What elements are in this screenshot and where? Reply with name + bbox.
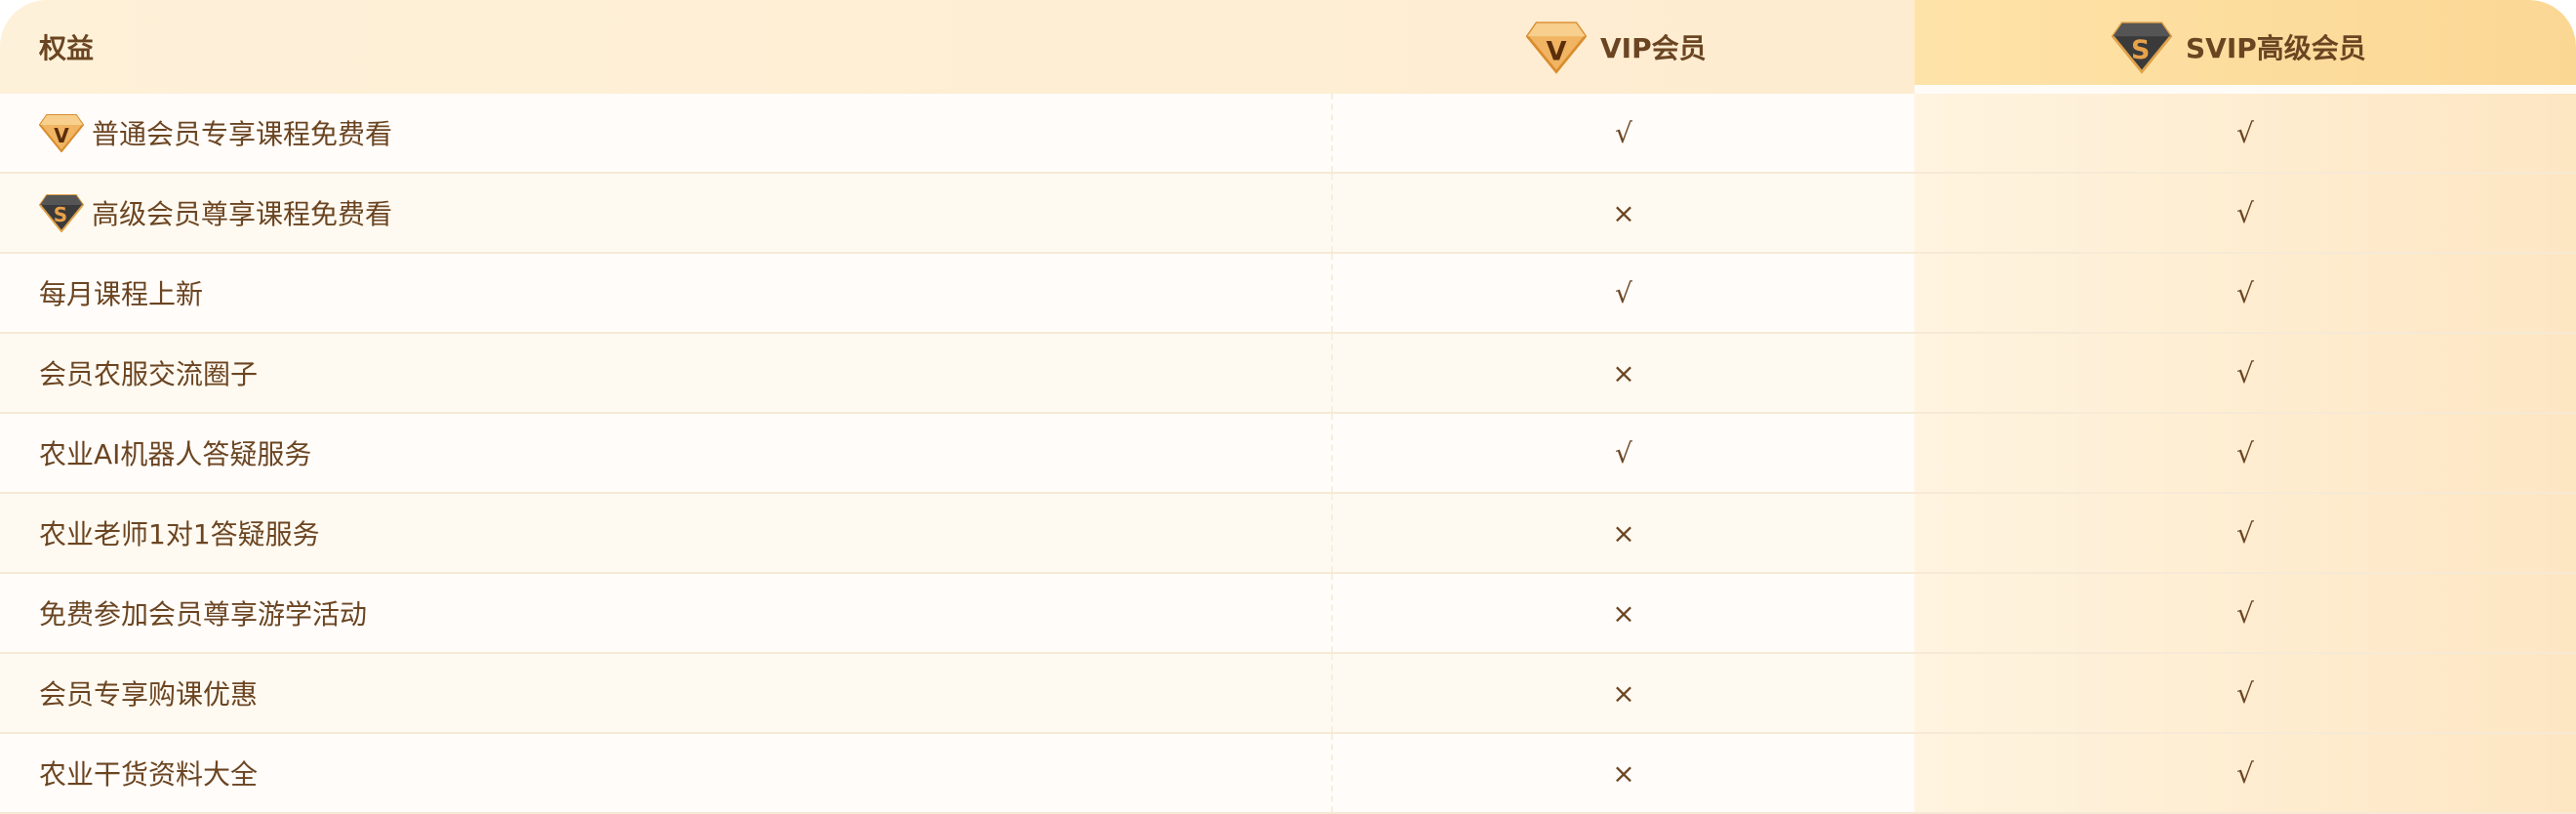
benefit-cell: 农业干货资料大全 [0, 734, 1331, 812]
svip-cell: √ [1914, 94, 2576, 172]
svip-cell: √ [1914, 494, 2576, 572]
svip-cell: √ [1914, 574, 2576, 652]
table-row: 农业老师1对1答疑服务 × √ [0, 494, 2576, 574]
vip-cell: × [1331, 334, 1914, 412]
vip-cell: √ [1331, 94, 1914, 172]
header-svip: S SVIP高级会员 [2112, 0, 2366, 94]
svip-diamond-icon: S [39, 194, 84, 232]
vip-cell: × [1331, 574, 1914, 652]
svg-text:V: V [54, 124, 69, 147]
svip-label: SVIP高级会员 [2186, 32, 2366, 64]
vip-cell: × [1331, 734, 1914, 812]
table-row: 会员专享购课优惠 × √ [0, 654, 2576, 734]
benefit-label: 免费参加会员尊享游学活动 [39, 598, 368, 631]
benefit-cell: 农业AI机器人答疑服务 [0, 414, 1331, 492]
table-row: 免费参加会员尊享游学活动 × √ [0, 574, 2576, 654]
benefit-label: 普通会员专享课程免费看 [92, 118, 393, 150]
benefit-cell: V 普通会员专享课程免费看 [0, 94, 1331, 172]
vip-cell: × [1331, 654, 1914, 732]
svip-diamond-icon: S [2112, 21, 2172, 74]
benefit-label: 会员农服交流圈子 [39, 358, 259, 390]
svg-text:S: S [2131, 35, 2150, 65]
table-row: S 高级会员尊享课程免费看 × √ [0, 174, 2576, 254]
benefit-cell: 会员农服交流圈子 [0, 334, 1331, 412]
svip-cell: √ [1914, 654, 2576, 732]
benefit-label: 农业干货资料大全 [39, 758, 259, 791]
benefit-label: 农业老师1对1答疑服务 [39, 518, 320, 550]
vip-cell: √ [1331, 254, 1914, 332]
svg-text:S: S [54, 203, 67, 226]
svip-header-bg [1914, 0, 2576, 85]
table-row: V 普通会员专享课程免费看 √ √ [0, 94, 2576, 174]
vip-diamond-icon: V [1526, 21, 1587, 74]
benefit-label: 农业AI机器人答疑服务 [39, 438, 312, 470]
table-row: 农业AI机器人答疑服务 √ √ [0, 414, 2576, 494]
svip-cell: √ [1914, 734, 2576, 812]
benefit-cell: 农业老师1对1答疑服务 [0, 494, 1331, 572]
header-benefit: 权益 [39, 32, 95, 64]
vip-cell: √ [1331, 414, 1914, 492]
vip-cell: × [1331, 174, 1914, 252]
benefit-cell: 每月课程上新 [0, 254, 1331, 332]
table-row: 会员农服交流圈子 × √ [0, 334, 2576, 414]
svip-cell: √ [1914, 334, 2576, 412]
table-header [0, 0, 1914, 94]
svip-cell: √ [1914, 174, 2576, 252]
vip-label: VIP会员 [1600, 32, 1707, 64]
vip-diamond-icon: V [39, 114, 84, 152]
svip-cell: √ [1914, 254, 2576, 332]
benefit-label: 高级会员尊享课程免费看 [92, 198, 393, 230]
benefit-cell: 会员专享购课优惠 [0, 654, 1331, 732]
table-row: 每月课程上新 √ √ [0, 254, 2576, 334]
benefit-label: 每月课程上新 [39, 278, 204, 310]
benefit-cell: S 高级会员尊享课程免费看 [0, 174, 1331, 252]
vip-cell: × [1331, 494, 1914, 572]
table-row: 农业干货资料大全 × √ [0, 734, 2576, 814]
benefit-label: 会员专享购课优惠 [39, 678, 259, 711]
benefit-cell: 免费参加会员尊享游学活动 [0, 574, 1331, 652]
svg-text:V: V [1547, 36, 1567, 66]
header-vip: V VIP会员 [1526, 0, 1707, 94]
svip-cell: √ [1914, 414, 2576, 492]
